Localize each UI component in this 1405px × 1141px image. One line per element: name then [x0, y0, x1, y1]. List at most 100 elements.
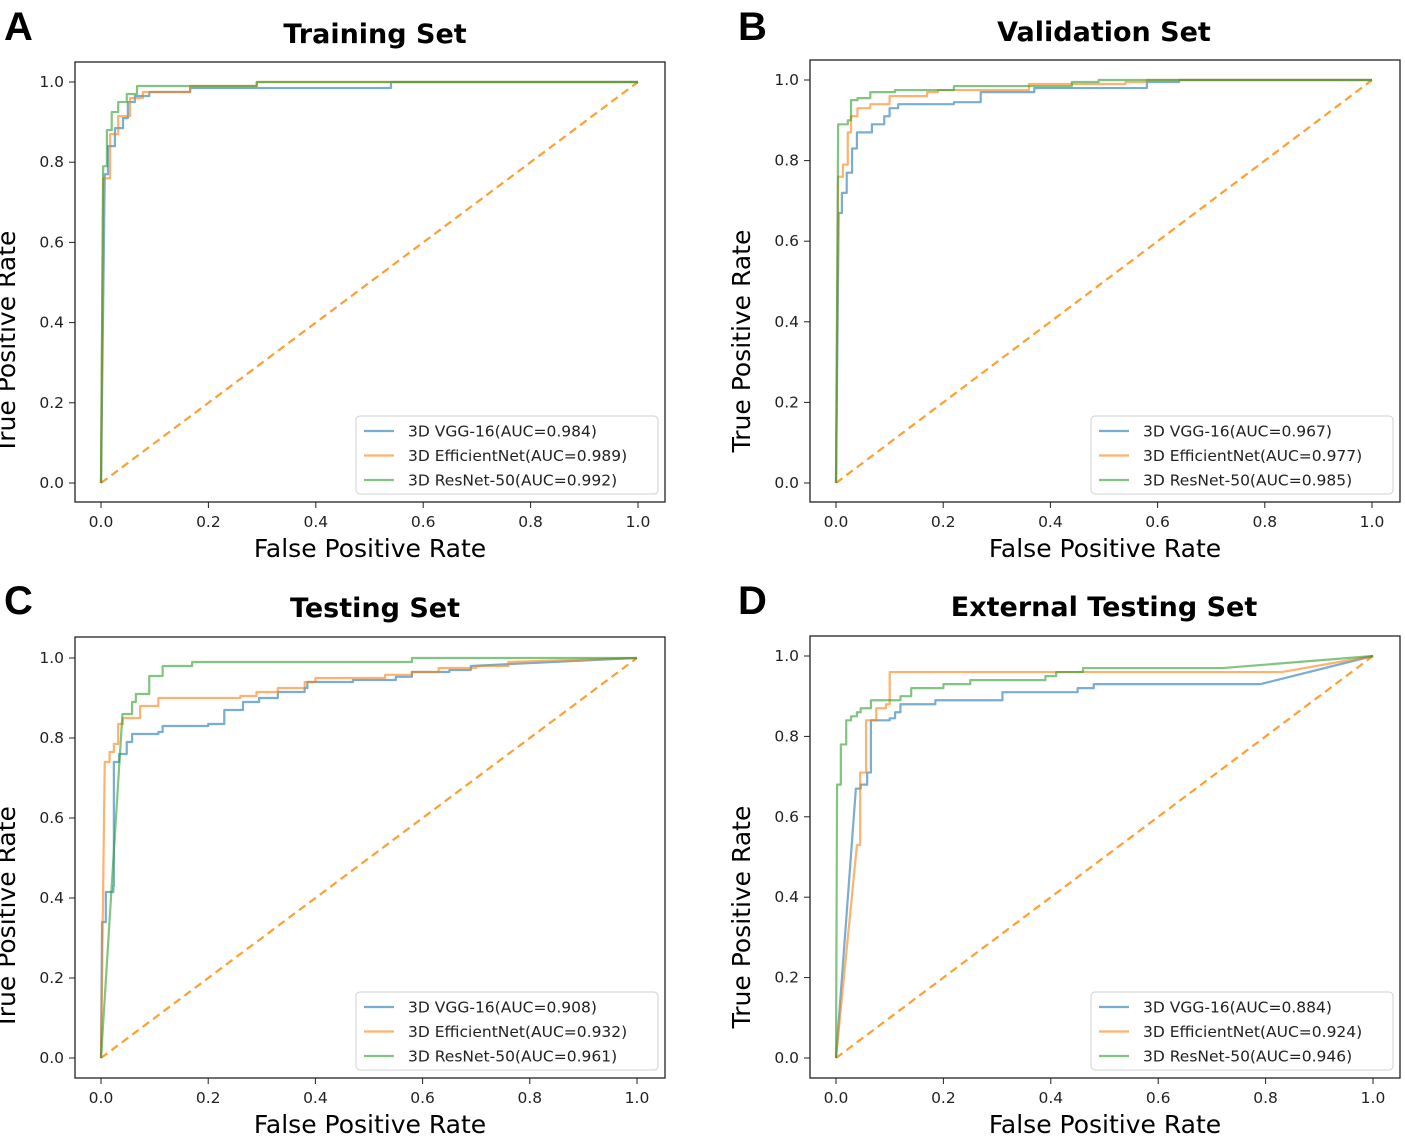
y-axis-label: True Positive Rate — [727, 230, 756, 454]
y-tick-label: 0.2 — [39, 969, 64, 987]
x-axis-label: False Positive Rate — [254, 534, 486, 563]
x-tick-label: 0.6 — [410, 1089, 435, 1107]
x-axis-label: False Positive Rate — [989, 1110, 1221, 1139]
y-tick-label: 0.0 — [774, 474, 799, 492]
chance-diagonal-line — [100, 657, 638, 1059]
x-tick-label: 0.6 — [1145, 513, 1170, 531]
roc-curve-res — [834, 654, 1374, 1059]
y-tick-label: 0.4 — [774, 888, 799, 906]
x-tick-label: 0.8 — [518, 513, 543, 531]
legend: 3D VGG-16(AUC=0.967) 3D EfficientNet(AUC=… — [1090, 415, 1394, 495]
x-tick-label: 1.0 — [1360, 513, 1385, 531]
legend-entry: 3D ResNet-50(AUC=0.961) — [408, 1048, 617, 1066]
legend-entry: 3D VGG-16(AUC=0.967) — [1143, 423, 1332, 441]
y-tick-label: 0.6 — [774, 232, 799, 250]
panel-letter: A — [4, 5, 33, 49]
legend-entry: 3D EfficientNet(AUC=0.989) — [408, 447, 627, 465]
panel-letter: D — [738, 579, 767, 623]
roc-panel-b: B Validation Set 0.0 0.2 0.4 0.6 0.8 1.0 0.0 0.2 0… — [727, 5, 1401, 563]
legend-entry: 3D EfficientNet(AUC=0.977) — [1143, 447, 1362, 465]
x-tick-label: 0.4 — [303, 513, 328, 531]
y-tick-label: 0.8 — [774, 152, 799, 170]
x-axis-label: False Positive Rate — [254, 1110, 486, 1139]
x-tick-label: 0.2 — [196, 513, 221, 531]
x-tick-label: 0.8 — [1252, 513, 1277, 531]
y-tick-label: 0.0 — [774, 1049, 799, 1067]
roc-panel-d: D External Testing Set 0.0 0.2 0.4 0.6 0.8 1.0 0… — [727, 579, 1401, 1139]
y-tick-label: 0.2 — [39, 394, 64, 412]
x-tick-label: 0.2 — [931, 513, 956, 531]
x-tick-label: 0.4 — [1038, 513, 1063, 531]
legend-entry: 3D ResNet-50(AUC=0.985) — [1143, 472, 1352, 490]
legend-entry: 3D EfficientNet(AUC=0.932) — [408, 1023, 627, 1041]
y-tick-label: 1.0 — [39, 649, 64, 667]
x-tick-label: 0.0 — [824, 513, 849, 531]
x-tick-label: 0.4 — [1038, 1089, 1063, 1107]
legend-box — [355, 991, 659, 1071]
y-axis-label: True Positive Rate — [0, 231, 21, 455]
roc-curve-vgg — [834, 654, 1374, 1059]
x-tick-label: 1.0 — [625, 1089, 650, 1107]
roc-curve-vgg — [99, 656, 638, 1059]
roc-panel-c: C Testing Set 0.0 0.2 0.4 0.6 0.8 1.0 0.0 0.2 0.4 0… — [0, 579, 666, 1139]
roc-curve-vgg — [834, 78, 1372, 484]
x-tick-label: 0.8 — [517, 1089, 542, 1107]
legend: 3D VGG-16(AUC=0.984) 3D EfficientNet(AUC=… — [355, 415, 659, 495]
roc-curve-res — [834, 78, 1372, 484]
x-tick-label: 1.0 — [1361, 1089, 1386, 1107]
y-tick-label: 0.0 — [39, 474, 64, 492]
x-tick-label: 0.6 — [411, 513, 436, 531]
chance-diagonal-line — [835, 655, 1374, 1059]
panel-title: Validation Set — [997, 17, 1211, 48]
x-tick-label: 0.0 — [89, 513, 114, 531]
y-tick-label: 0.4 — [39, 314, 64, 332]
y-tick-label: 0.6 — [39, 233, 64, 251]
x-axis-label: False Positive Rate — [989, 534, 1221, 563]
legend-box — [355, 415, 659, 495]
legend-box — [1090, 415, 1394, 495]
y-axis-label: True Positive Rate — [727, 806, 756, 1030]
y-tick-label: 0.6 — [39, 809, 64, 827]
legend-entry: 3D ResNet-50(AUC=0.992) — [408, 472, 617, 490]
roc-curve-res — [99, 80, 638, 484]
x-tick-label: 0.8 — [1253, 1089, 1278, 1107]
roc-curve-eff — [834, 654, 1374, 1059]
x-tick-label: 0.0 — [89, 1089, 114, 1107]
panel-title: External Testing Set — [951, 592, 1258, 623]
panel-title: Training Set — [283, 19, 466, 50]
y-tick-label: 0.6 — [774, 808, 799, 826]
legend-box — [1090, 991, 1394, 1071]
y-tick-label: 1.0 — [39, 73, 64, 91]
legend-entry: 3D VGG-16(AUC=0.908) — [408, 999, 597, 1017]
legend: 3D VGG-16(AUC=0.908) 3D EfficientNet(AUC=… — [355, 991, 659, 1071]
roc-curve-eff — [99, 656, 638, 1059]
y-tick-label: 0.8 — [774, 727, 799, 745]
x-tick-label: 0.0 — [824, 1089, 849, 1107]
panel-title: Testing Set — [290, 593, 460, 624]
y-tick-label: 0.8 — [39, 153, 64, 171]
y-tick-label: 0.4 — [774, 313, 799, 331]
chance-diagonal-line — [835, 79, 1373, 484]
panel-letter: C — [4, 579, 33, 623]
panel-letter: B — [738, 5, 767, 49]
y-tick-label: 0.0 — [39, 1049, 64, 1067]
roc-curve-res — [99, 656, 637, 1059]
y-tick-label: 1.0 — [774, 71, 799, 89]
legend-entry: 3D VGG-16(AUC=0.984) — [408, 423, 597, 441]
y-axis-label: True Positive Rate — [0, 806, 21, 1030]
chance-diagonal-line — [100, 81, 639, 484]
y-tick-label: 1.0 — [774, 647, 799, 665]
x-tick-label: 0.4 — [303, 1089, 328, 1107]
x-tick-label: 0.6 — [1146, 1089, 1171, 1107]
y-tick-label: 0.2 — [774, 393, 799, 411]
x-tick-label: 0.2 — [931, 1089, 956, 1107]
legend: 3D VGG-16(AUC=0.884) 3D EfficientNet(AUC=… — [1090, 991, 1394, 1071]
legend-entry: 3D EfficientNet(AUC=0.924) — [1143, 1023, 1362, 1041]
y-tick-label: 0.8 — [39, 729, 64, 747]
roc-panel-a: A Training Set 0.0 0.2 0.4 0.6 0.8 1.0 0.0 0.2 0.4… — [0, 5, 666, 563]
roc-curve-eff — [834, 78, 1372, 484]
x-tick-label: 0.2 — [196, 1089, 221, 1107]
y-tick-label: 0.4 — [39, 889, 64, 907]
